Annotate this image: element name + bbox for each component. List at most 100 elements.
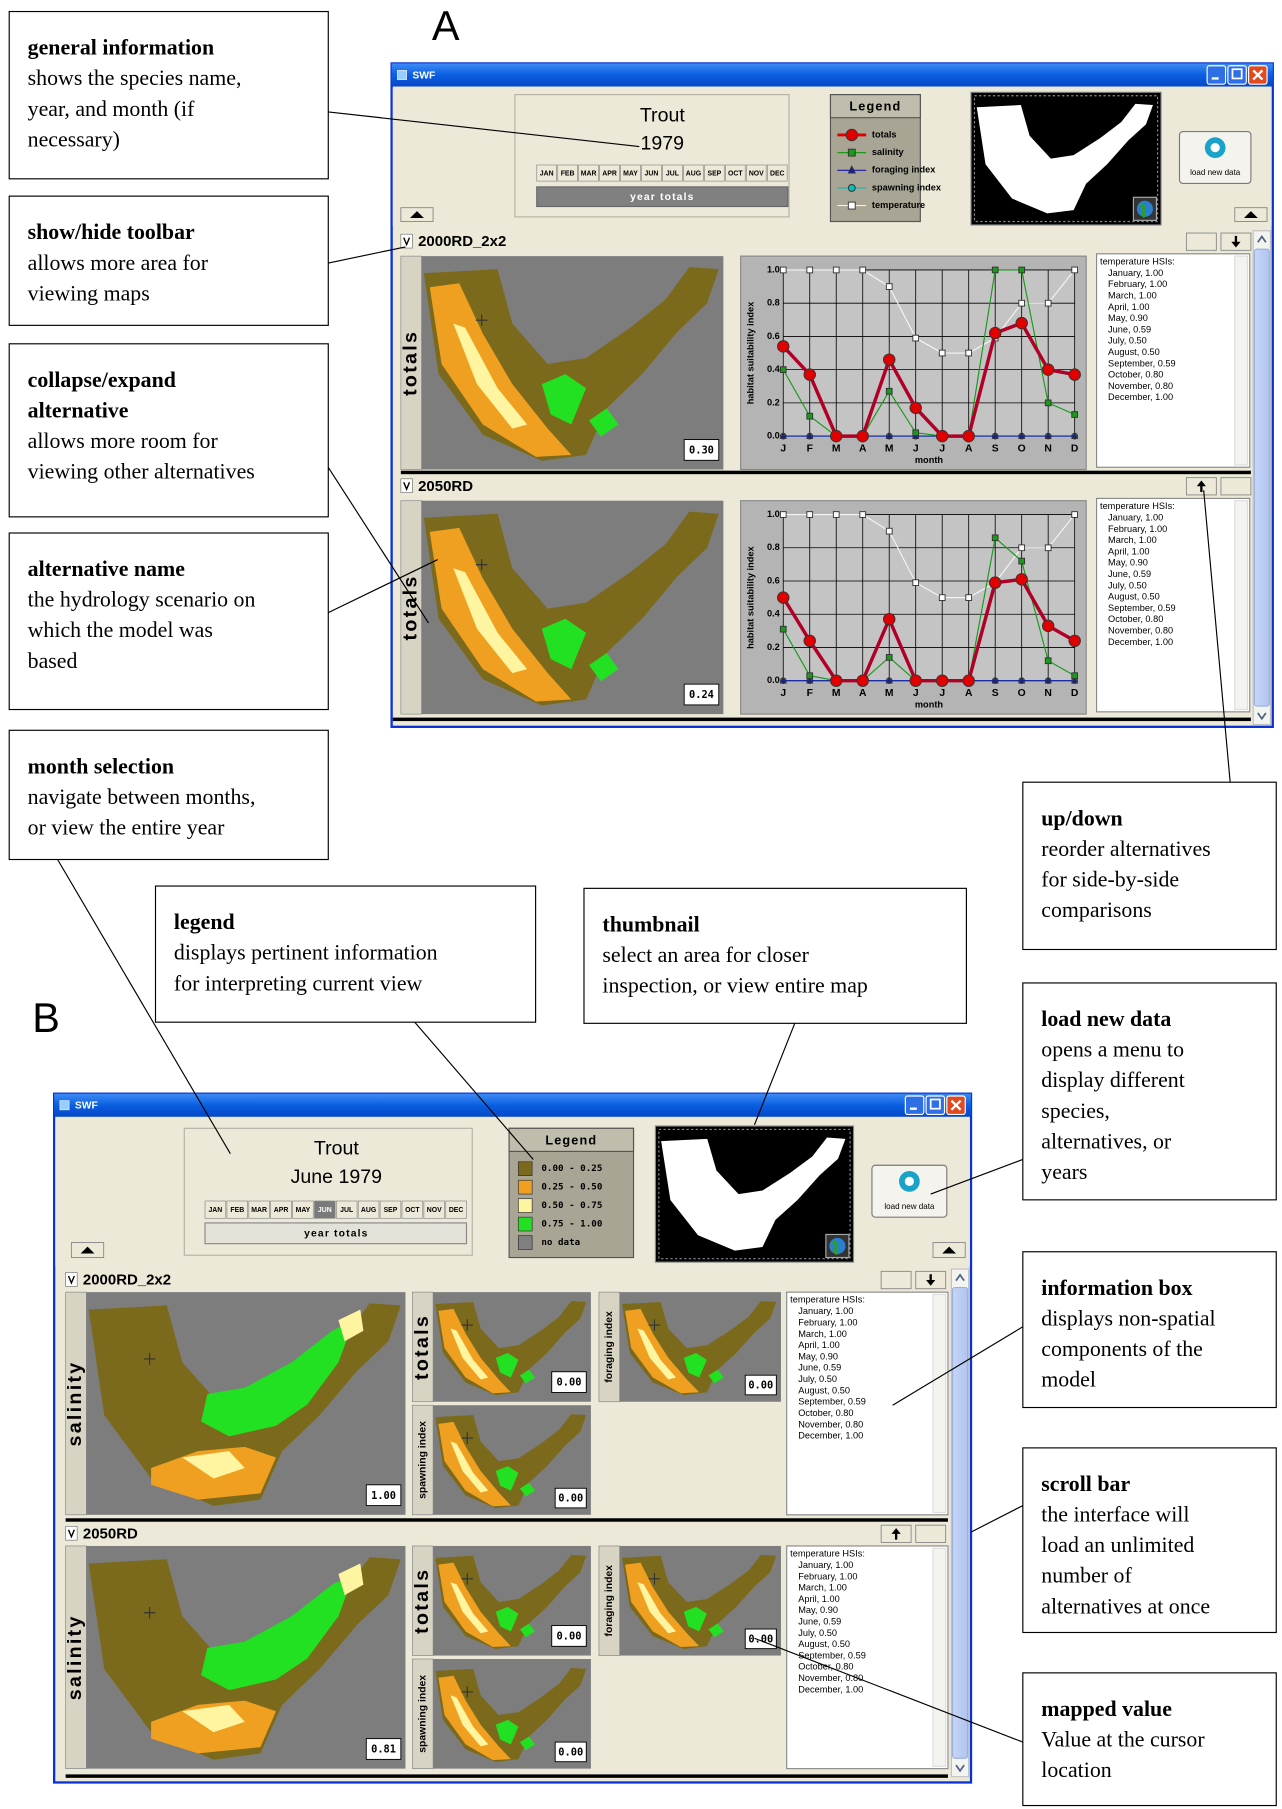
y-axis-label: habitat suitability index: [745, 545, 755, 648]
info-line: September, 0.59: [1108, 358, 1176, 368]
callout-title: alternative: [28, 397, 129, 422]
load-button-label: load new data: [1190, 168, 1241, 177]
map-label: totals: [411, 1568, 433, 1634]
callout-text: shows the species name,: [28, 65, 242, 90]
callout-text: for side-by-side: [1041, 866, 1179, 891]
month-label: JUN: [645, 170, 659, 177]
callout-title: general information: [28, 35, 215, 60]
info-scroll[interactable]: [933, 1294, 946, 1512]
callout-text: alternatives at once: [1041, 1593, 1210, 1618]
blank-button[interactable]: [916, 1525, 946, 1542]
data-point: [913, 335, 919, 341]
info-scroll[interactable]: [933, 1548, 946, 1766]
callout-text: which the model was: [28, 617, 213, 642]
data-point: [963, 675, 975, 687]
mapped-value: 0.30: [689, 445, 714, 457]
callout-title: alternative name: [28, 556, 186, 581]
info-title: temperature HSIs:: [1100, 501, 1175, 511]
scroll-thumb[interactable]: [1254, 249, 1269, 706]
legend-label: totals: [872, 129, 897, 139]
data-point: [807, 413, 813, 419]
data-point: [804, 369, 816, 381]
date: June 1979: [291, 1166, 382, 1188]
callout-text: reorder alternatives: [1041, 836, 1210, 861]
info-line: March, 1.00: [1108, 290, 1157, 300]
callout-title: month selection: [28, 753, 174, 778]
info-line: September, 0.59: [798, 1397, 866, 1407]
legend-title: Legend: [849, 100, 901, 114]
info-line: April, 1.00: [798, 1340, 839, 1350]
data-point: [939, 595, 945, 601]
legend-swatch: [518, 1180, 532, 1194]
legend-swatch: [518, 1217, 532, 1231]
callout-text: viewing other alternatives: [28, 459, 255, 484]
data-point: [1069, 369, 1081, 381]
map-label: salinity: [64, 1614, 86, 1700]
info-line: August, 0.50: [798, 1385, 850, 1395]
minimize-button[interactable]: [1207, 66, 1225, 84]
map-label: foraging index: [604, 1565, 615, 1637]
data-point: [936, 675, 948, 687]
x-tick-label: O: [1018, 688, 1026, 699]
month-label: AUG: [686, 170, 701, 177]
info-line: June, 0.59: [1108, 324, 1151, 334]
info-line: December, 1.00: [1108, 637, 1173, 647]
callout-text: select an area for closer: [602, 942, 809, 967]
x-tick-label: M: [885, 444, 894, 455]
info-line: February, 1.00: [1108, 524, 1167, 534]
info-line: January, 1.00: [798, 1560, 853, 1570]
window-title: SWF: [75, 1101, 98, 1112]
info-scroll[interactable]: [1235, 501, 1248, 710]
info-line: January, 1.00: [798, 1306, 853, 1316]
info-line: February, 1.00: [1108, 279, 1167, 289]
species-name: Trout: [640, 105, 685, 127]
data-point: [1045, 658, 1051, 664]
data-point: [989, 327, 1001, 339]
callout-text: components of the: [1041, 1336, 1203, 1361]
y-tick-label: 1.0: [767, 509, 780, 519]
data-point: [886, 388, 892, 394]
month-label: MAY: [623, 170, 638, 177]
legend-label: 0.00 - 0.25: [541, 1163, 602, 1174]
mapped-value: 0.00: [558, 1746, 583, 1758]
load-icon-inner: [905, 1177, 914, 1186]
x-tick-label: J: [780, 688, 786, 699]
info-line: June, 0.59: [798, 1617, 841, 1627]
map-label: totals: [411, 1314, 433, 1380]
x-tick-label: A: [965, 444, 973, 455]
data-point: [963, 430, 975, 442]
data-point: [804, 635, 816, 647]
data-point: [1042, 620, 1054, 632]
alternative-name: 2000RD_2x2: [418, 233, 506, 250]
data-point: [966, 350, 972, 356]
info-line: April, 1.00: [798, 1594, 839, 1604]
info-line: October, 0.80: [798, 1662, 853, 1672]
data-point: [807, 673, 813, 679]
info-line: October, 0.80: [1108, 370, 1163, 380]
blank-button[interactable]: [1186, 233, 1216, 250]
month-label: DEC: [449, 1207, 464, 1214]
x-tick-label: O: [1018, 444, 1026, 455]
data-point: [1016, 574, 1028, 586]
title-bar: [392, 63, 1273, 86]
y-tick-label: 0.4: [767, 609, 781, 619]
x-axis-label: month: [915, 455, 944, 465]
info-line: September, 0.59: [1108, 603, 1176, 613]
info-scroll[interactable]: [1235, 256, 1248, 465]
x-tick-label: A: [859, 688, 867, 699]
callout-title: scroll bar: [1041, 1471, 1130, 1496]
info-line: April, 1.00: [1108, 546, 1149, 556]
title-bar: [54, 1094, 971, 1117]
legend-label: 0.25 - 0.50: [541, 1182, 602, 1193]
data-point: [777, 592, 789, 604]
minimize-button[interactable]: [905, 1096, 923, 1114]
mapped-value: 0.24: [689, 689, 714, 701]
blank-button[interactable]: [1221, 478, 1251, 495]
info-title: temperature HSIs:: [1100, 256, 1175, 266]
blank-button[interactable]: [881, 1271, 911, 1288]
callout-title: show/hide toolbar: [28, 219, 195, 244]
y-tick-label: 0.4: [767, 364, 781, 374]
year-totals-label: year totals: [304, 1229, 368, 1240]
info-line: August, 0.50: [1108, 592, 1160, 602]
scroll-thumb[interactable]: [953, 1288, 968, 1759]
